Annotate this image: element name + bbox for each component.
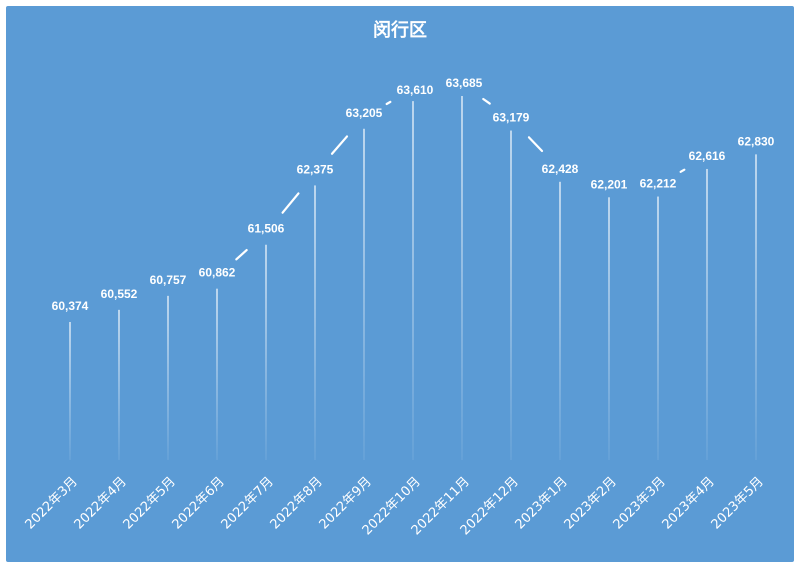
- drop-line: [265, 244, 267, 460]
- drop-line: [657, 196, 659, 461]
- drop-line: [167, 295, 169, 460]
- data-label: 62,830: [738, 134, 775, 148]
- drop-line: [118, 309, 120, 460]
- series-line-segment: [679, 168, 686, 173]
- data-label: 63,685: [446, 76, 483, 90]
- data-label: 60,757: [150, 273, 187, 287]
- series-line-segment: [527, 136, 544, 153]
- chart-area: [6, 6, 794, 562]
- data-label: 62,375: [297, 162, 334, 176]
- drop-line: [755, 154, 757, 460]
- drop-line: [706, 168, 708, 460]
- drop-line: [216, 288, 218, 460]
- series-line-segment: [385, 100, 392, 106]
- series-line-segment: [235, 248, 248, 261]
- drop-line: [363, 128, 365, 460]
- drop-line: [510, 130, 512, 460]
- data-label: 60,552: [101, 287, 138, 301]
- data-label: 63,610: [397, 83, 434, 97]
- x-tick-label: 2023年5月: [709, 474, 767, 532]
- drop-line: [608, 197, 610, 460]
- data-label: 60,862: [199, 266, 236, 280]
- data-label: 63,205: [346, 106, 383, 120]
- data-label: 62,616: [689, 149, 726, 163]
- chart-title: 闵行区: [373, 20, 427, 41]
- data-label: 62,212: [640, 177, 677, 191]
- drop-line: [559, 181, 561, 461]
- data-label: 61,506: [248, 222, 285, 236]
- series-line-segment: [281, 192, 300, 214]
- drop-line: [412, 101, 414, 461]
- data-label: 63,179: [493, 111, 530, 125]
- data-label: 60,374: [52, 299, 89, 313]
- series-line-segment: [482, 97, 491, 105]
- drop-line: [314, 185, 316, 460]
- drop-line: [69, 322, 71, 460]
- data-label: 62,201: [591, 177, 628, 191]
- series-line-segment: [330, 135, 349, 155]
- data-label: 62,428: [542, 162, 579, 176]
- drop-line: [461, 96, 463, 460]
